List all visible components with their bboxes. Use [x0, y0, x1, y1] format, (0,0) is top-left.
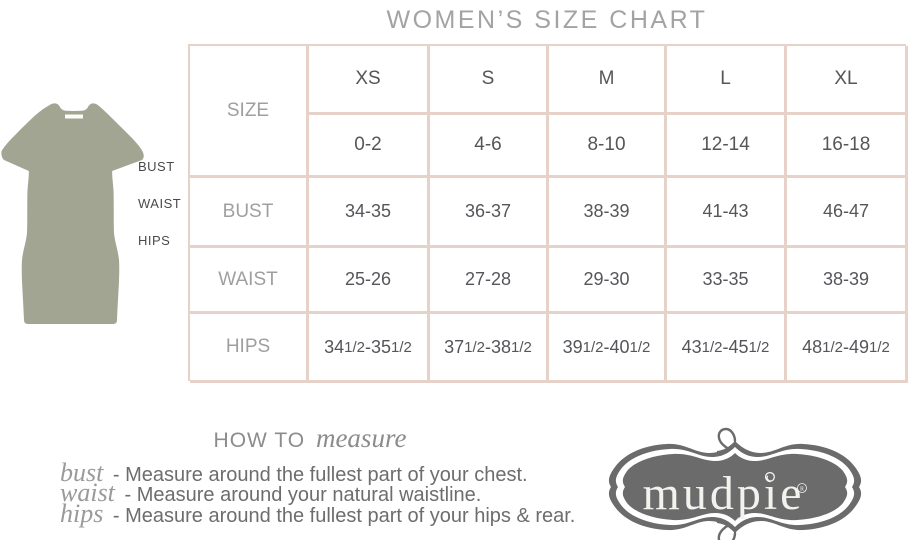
svg-text:mudpie: mudpie	[643, 467, 805, 520]
svg-text:R: R	[800, 486, 804, 492]
